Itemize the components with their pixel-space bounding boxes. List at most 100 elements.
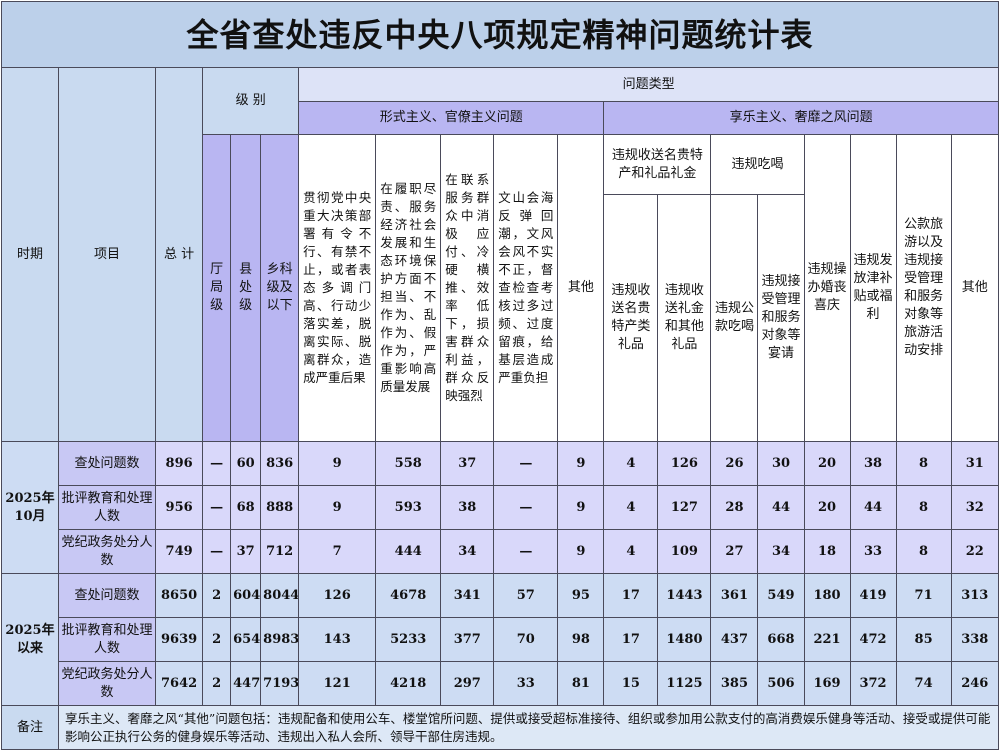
value-cell: — — [493, 529, 559, 574]
header-cell: 违规接受管理和服务对象等宴请 — [757, 194, 805, 442]
value-cell: 68 — [230, 485, 262, 530]
value-cell: 246 — [950, 661, 999, 706]
value-cell: 8 — [895, 441, 952, 486]
item-cell: 查处问题数 — [58, 441, 157, 486]
value-cell: 437 — [710, 617, 759, 662]
header-cell: 县处级 — [230, 134, 262, 442]
value-cell: 7 — [298, 529, 377, 574]
value-cell: 506 — [757, 661, 805, 706]
value-cell: 95 — [557, 573, 605, 618]
value-cell: 896 — [155, 441, 204, 486]
value-cell: 8044 — [260, 573, 300, 618]
header-cell: 在联系服务群众中消极应付、冷硬横推、效率低下，损害群众利益，群众反映强烈 — [440, 134, 495, 442]
value-cell: 377 — [440, 617, 495, 662]
data-row: 批评教育和处理人数 956—68 888 9 593 38—9 4 127 28 44 20 44 8 3… — [2, 485, 999, 530]
value-cell: 444 — [375, 529, 442, 574]
value-cell: 121 — [298, 661, 377, 706]
header-cell: 级 别 — [202, 67, 300, 135]
value-cell: 33 — [849, 529, 897, 574]
value-cell: 8 — [895, 529, 952, 574]
value-cell: 17 — [603, 617, 659, 662]
value-cell: 15 — [603, 661, 659, 706]
header-cell: 公款旅游以及违规接受管理和服务对象等旅游活动安排 — [895, 134, 952, 442]
value-cell: 1125 — [657, 661, 712, 706]
value-cell: 9 — [557, 529, 605, 574]
value-cell: — — [202, 529, 232, 574]
value-cell: 126 — [298, 573, 377, 618]
value-cell: 221 — [803, 617, 851, 662]
value-cell: 32 — [950, 485, 999, 530]
item-cell: 批评教育和处理人数 — [58, 617, 157, 662]
value-cell: 9 — [557, 441, 605, 486]
value-cell: 70 — [493, 617, 559, 662]
value-cell: 749 — [155, 529, 204, 574]
header-cell: 违规收送名贵特产和礼品礼金 — [603, 134, 712, 195]
header-cell: 违规收送礼金和其他礼品 — [657, 194, 712, 442]
value-cell: 30 — [757, 441, 805, 486]
value-cell: 126 — [657, 441, 712, 486]
value-cell: 5233 — [375, 617, 442, 662]
value-cell: 4218 — [375, 661, 442, 706]
header-cell: 时期 — [0, 67, 60, 442]
value-cell: — — [493, 441, 559, 486]
value-cell: 180 — [803, 573, 851, 618]
value-cell: 109 — [657, 529, 712, 574]
value-cell: 712 — [260, 529, 300, 574]
value-cell: 71 — [895, 573, 952, 618]
value-cell: 34 — [757, 529, 805, 574]
value-cell: — — [202, 441, 232, 486]
header-cell: 享乐主义、奢靡之风问题 — [603, 101, 999, 135]
value-cell: 44 — [849, 485, 897, 530]
header-cell: 总 计 — [155, 67, 204, 442]
value-cell: 7193 — [260, 661, 300, 706]
value-cell: 38 — [440, 485, 495, 530]
header-cell: 其他 — [950, 134, 999, 442]
value-cell: 127 — [657, 485, 712, 530]
value-cell: 558 — [375, 441, 442, 486]
value-cell: 37 — [230, 529, 262, 574]
value-cell: 38 — [849, 441, 897, 486]
value-cell: 888 — [260, 485, 300, 530]
value-cell: 9 — [557, 485, 605, 530]
value-cell: — — [202, 485, 232, 530]
value-cell: 385 — [710, 661, 759, 706]
value-cell: 604 — [230, 573, 262, 618]
value-cell: 22 — [950, 529, 999, 574]
value-cell: 297 — [440, 661, 495, 706]
header-cell: 违规收送名贵特产类礼品 — [603, 194, 659, 442]
value-cell: 60 — [230, 441, 262, 486]
value-cell: 74 — [895, 661, 952, 706]
header-cell: 形式主义、官僚主义问题 — [298, 101, 605, 135]
value-cell: 169 — [803, 661, 851, 706]
value-cell: 2 — [202, 617, 232, 662]
value-cell: 836 — [260, 441, 300, 486]
header-cell: 问题类型 — [298, 67, 999, 102]
value-cell: 372 — [849, 661, 897, 706]
value-cell: 1480 — [657, 617, 712, 662]
period-cell: 2025年10月 — [0, 441, 60, 574]
value-cell: 37 — [440, 441, 495, 486]
header-cell: 违规吃喝 — [710, 134, 805, 195]
value-cell: 2 — [202, 661, 232, 706]
value-cell: 361 — [710, 573, 759, 618]
header-cell: 其他 — [557, 134, 605, 442]
data-row: 党纪政务处分人数 7642 2 447 7193 121 4218 297 33 81 15 1125… — [2, 661, 999, 706]
value-cell: 4 — [603, 441, 659, 486]
value-cell: 549 — [757, 573, 805, 618]
value-cell: 20 — [803, 441, 851, 486]
item-cell: 党纪政务处分人数 — [58, 661, 157, 706]
value-cell: 143 — [298, 617, 377, 662]
value-cell: 33 — [493, 661, 559, 706]
value-cell: 34 — [440, 529, 495, 574]
item-cell: 党纪政务处分人数 — [58, 529, 157, 574]
header-cell: 违规发放津补贴或福利 — [849, 134, 897, 442]
value-cell: 8 — [895, 485, 952, 530]
header-cell: 违规操办婚丧喜庆 — [803, 134, 851, 442]
period-cell: 2025年以来 — [0, 573, 60, 706]
item-cell: 查处问题数 — [58, 573, 157, 618]
value-cell: 98 — [557, 617, 605, 662]
value-cell: 8650 — [155, 573, 204, 618]
